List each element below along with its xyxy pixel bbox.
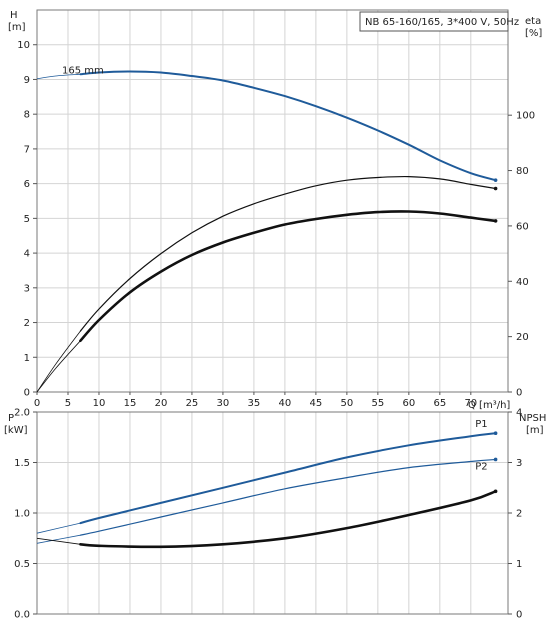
x-tick-label: 70 <box>464 398 477 409</box>
curve-extension-P2 <box>36 534 81 544</box>
y-tick-label: 1 <box>24 353 30 364</box>
series-label-P1: P1 <box>475 419 487 430</box>
y2-tick-label: 60 <box>516 221 529 232</box>
y2-tick-label: 100 <box>516 111 535 122</box>
npsh-axis-title: NPSH <box>519 413 546 424</box>
curve-NPSH <box>79 490 497 549</box>
y2-tick-label: 3 <box>516 458 522 469</box>
x-tick-label: 45 <box>310 398 323 409</box>
npsh-axis-unit: [m] <box>526 425 544 436</box>
y-tick-label: 4 <box>24 249 30 260</box>
y-tick-label: 8 <box>24 110 30 121</box>
x-tick-label: 10 <box>93 398 106 409</box>
curve-extension-P1 <box>36 522 81 534</box>
y-tick-label: 1.5 <box>14 458 30 469</box>
curve-end-point <box>493 489 498 494</box>
h-axis-unit: [m] <box>8 22 26 33</box>
y-tick-label: 0.5 <box>14 559 30 570</box>
p-axis-title: P <box>8 413 14 424</box>
q-axis-title: Q [m³/h] <box>468 400 510 411</box>
y2-tick-label: 80 <box>516 166 529 177</box>
y-tick-label: 7 <box>24 144 30 155</box>
y-tick-label: 10 <box>17 40 30 51</box>
y-tick-label: 1.0 <box>14 509 30 520</box>
title-box <box>359 11 509 32</box>
x-tick-label: 50 <box>341 398 354 409</box>
y-tick-label: 6 <box>24 179 30 190</box>
curve-H <box>79 70 497 182</box>
x-tick-label: 65 <box>433 398 446 409</box>
curve-extension-eta-thin <box>36 330 81 393</box>
x-tick-label: 15 <box>124 398 137 409</box>
y-tick-label: 9 <box>24 75 30 86</box>
y2-tick-label: 2 <box>516 509 522 520</box>
x-tick-label: 5 <box>65 398 71 409</box>
curve-extension-eta-thick <box>36 340 81 393</box>
curve-eta-thick <box>79 210 497 343</box>
x-tick-label: 60 <box>402 398 415 409</box>
y2-tick-label: 1 <box>516 559 522 570</box>
curve-end-point <box>493 431 498 436</box>
power-npsh-panel: 0.0 0.5 1.0 1.5 2.0 0 1 2 3 4 P1 P2 <box>14 408 522 621</box>
y-tick-label: 2 <box>24 318 30 329</box>
x-tick-label: 25 <box>186 398 199 409</box>
p-axis-unit: [kW] <box>4 425 28 436</box>
y2-tick-label: 0 <box>516 610 522 621</box>
curve-end-point <box>493 219 498 223</box>
chart-title: NB 65-160/165, 3*400 V, 50Hz <box>365 17 519 28</box>
y2-tick-label: 20 <box>516 332 529 343</box>
x-tick-label: 0 <box>34 398 40 409</box>
y-tick-label: 5 <box>24 214 30 225</box>
x-tick-label: 40 <box>279 398 292 409</box>
curve-eta-thin <box>79 175 497 332</box>
y2-tick-label: 0 <box>516 388 522 399</box>
y2-tick-label: 40 <box>516 277 529 288</box>
plot-frame <box>36 9 509 393</box>
eta-axis-title: eta <box>525 16 541 27</box>
series-label-P2: P2 <box>475 461 487 472</box>
curve-P2 <box>79 458 497 536</box>
eta-axis-unit: [%] <box>525 28 542 39</box>
curve-P1 <box>79 432 497 525</box>
x-tick-label: 20 <box>155 398 168 409</box>
y-tick-label: 0 <box>24 388 30 399</box>
curve-extension-NPSH <box>36 537 81 545</box>
y2-tick-label: 4 <box>516 408 522 419</box>
y-tick-label: 2.0 <box>14 408 30 419</box>
curve-end-point <box>493 457 498 462</box>
curve-extension-H <box>36 73 81 80</box>
curve-end-point <box>493 186 498 191</box>
x-tick-label: 30 <box>217 398 230 409</box>
h-axis-title: H <box>10 10 18 21</box>
curve-end-point <box>493 178 498 182</box>
y-tick-label: 0.0 <box>14 610 30 621</box>
x-tick-label: 55 <box>371 398 384 409</box>
y-tick-label: 3 <box>24 283 30 294</box>
x-tick-label: 35 <box>248 398 261 409</box>
impeller-size-label: 165 mm <box>62 66 104 77</box>
